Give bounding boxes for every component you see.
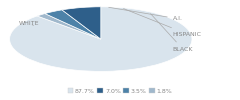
Wedge shape <box>37 14 101 39</box>
Wedge shape <box>62 7 101 39</box>
Text: A.I.: A.I. <box>109 7 183 21</box>
Text: HISPANIC: HISPANIC <box>124 9 202 36</box>
Text: BLACK: BLACK <box>150 14 193 52</box>
Legend: 87.7%, 7.0%, 3.5%, 1.8%: 87.7%, 7.0%, 3.5%, 1.8% <box>65 86 175 96</box>
Wedge shape <box>45 10 101 39</box>
Text: WHITE: WHITE <box>19 21 40 26</box>
Wedge shape <box>10 7 192 71</box>
